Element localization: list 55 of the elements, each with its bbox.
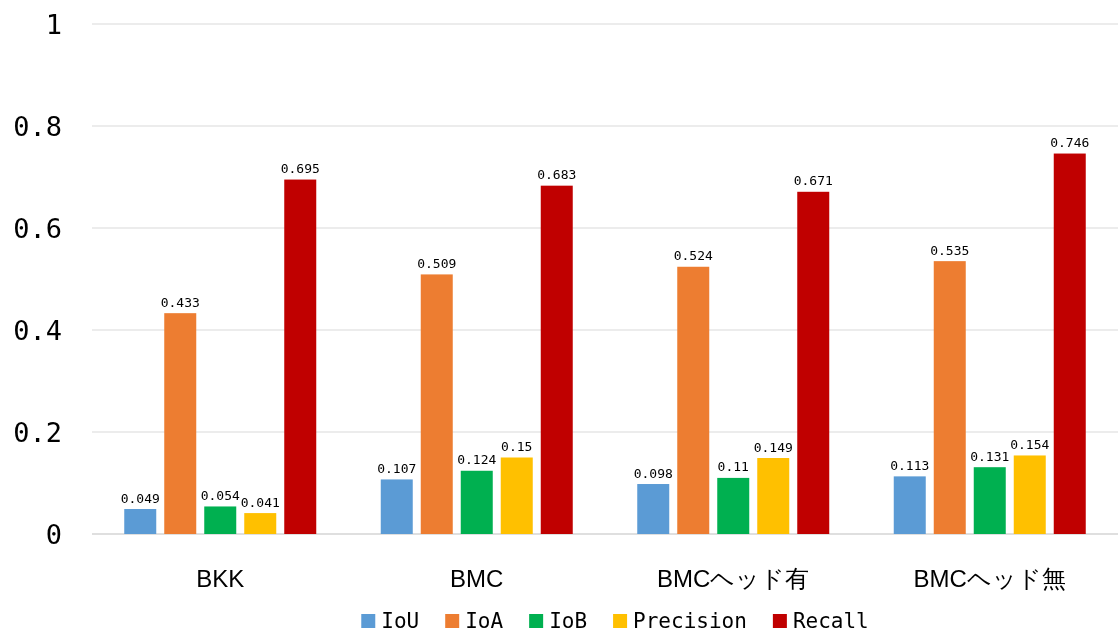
data-label: 0.154 — [1010, 436, 1050, 452]
bar — [420, 274, 453, 534]
legend-label: Precision — [633, 609, 747, 633]
legend-label: Recall — [792, 609, 869, 633]
bar — [124, 509, 157, 534]
y-tick-label: 0.2 — [13, 416, 62, 448]
bar — [1053, 153, 1086, 534]
bar — [284, 179, 317, 534]
data-label: 0.15 — [501, 439, 533, 454]
bar — [500, 457, 533, 534]
data-label: 0.124 — [457, 452, 497, 468]
data-label: 0.149 — [753, 439, 793, 455]
data-label: 0.535 — [930, 242, 970, 258]
bar — [933, 261, 966, 534]
bar — [460, 470, 493, 534]
data-label: 0.049 — [120, 490, 160, 506]
x-tick-label: BMCヘッド無 — [913, 564, 1066, 592]
x-tick-label: BMC — [450, 564, 504, 592]
bar — [540, 185, 573, 534]
data-label: 0.11 — [717, 459, 749, 475]
bar — [757, 458, 790, 534]
y-tick-label: 1 — [45, 8, 62, 40]
bar — [164, 313, 197, 534]
bar — [1013, 455, 1046, 534]
data-label: 0.671 — [793, 173, 833, 189]
bar — [973, 467, 1006, 534]
bar — [204, 506, 237, 534]
data-label: 0.683 — [537, 167, 577, 183]
bar — [380, 479, 413, 534]
y-tick-label: 0.6 — [13, 212, 62, 244]
legend-label: IoA — [465, 609, 504, 633]
legend-label: IoB — [549, 609, 588, 633]
data-label: 0.113 — [890, 457, 930, 473]
y-tick-label: 0.8 — [13, 110, 62, 142]
x-tick-label: BKK — [196, 564, 245, 592]
x-tick-label: BMCヘッド有 — [657, 564, 810, 592]
data-label: 0.509 — [417, 255, 457, 271]
y-tick-label: 0 — [45, 518, 62, 550]
bar — [717, 477, 750, 534]
data-label: 0.131 — [970, 448, 1010, 464]
bar — [893, 476, 926, 534]
bar — [677, 266, 710, 534]
data-label: 0.524 — [673, 248, 713, 264]
data-label: 0.107 — [377, 460, 417, 476]
bar — [244, 513, 277, 534]
data-label: 0.746 — [1050, 135, 1090, 151]
legend-label: IoU — [381, 609, 420, 633]
y-tick-label: 0.4 — [13, 314, 62, 346]
data-label: 0.433 — [160, 294, 200, 310]
data-label: 0.054 — [200, 487, 240, 503]
bar — [797, 191, 830, 534]
data-label: 0.695 — [280, 161, 320, 177]
data-label: 0.041 — [240, 494, 280, 510]
bar — [637, 484, 670, 534]
data-label: 0.098 — [633, 465, 673, 481]
